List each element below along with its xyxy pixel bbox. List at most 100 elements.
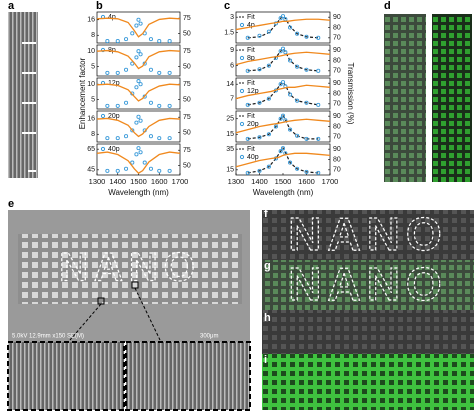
legend-label: 40p bbox=[108, 146, 120, 153]
legend-marker bbox=[239, 154, 245, 160]
transmission-line bbox=[96, 151, 181, 174]
data-point bbox=[304, 100, 309, 105]
data-point bbox=[266, 132, 271, 137]
y-tick-label: 25 bbox=[226, 116, 234, 123]
data-point bbox=[148, 134, 153, 139]
legend-label: 20p bbox=[108, 113, 120, 120]
plot-frame bbox=[96, 44, 181, 77]
y-tick-label: 8 bbox=[91, 131, 95, 138]
nano-text: NANO bbox=[288, 208, 447, 260]
data-point bbox=[304, 169, 309, 174]
data-point bbox=[257, 33, 262, 38]
data-point bbox=[138, 21, 143, 26]
data-point bbox=[287, 58, 293, 63]
y-tick-label: 15 bbox=[226, 131, 234, 138]
y2-tick-label: 90 bbox=[333, 14, 341, 21]
inset-2 bbox=[125, 341, 251, 411]
y2-tick-label: 70 bbox=[333, 68, 341, 75]
data-point bbox=[304, 136, 309, 141]
sem-image-a bbox=[8, 12, 38, 178]
x-tick-label: 1700 bbox=[322, 177, 339, 186]
data-point bbox=[105, 136, 110, 141]
data-point bbox=[105, 39, 110, 44]
x-tick-label: 1600 bbox=[298, 177, 315, 186]
data-point bbox=[124, 134, 129, 139]
data-point bbox=[295, 64, 300, 69]
image-g bbox=[262, 260, 474, 310]
y-axis-label: Enhancement factor bbox=[78, 57, 87, 129]
y-tick-label: 3 bbox=[230, 14, 234, 21]
y2-tick-label: 90 bbox=[333, 80, 341, 87]
y-tick-label: 7 bbox=[230, 96, 234, 103]
data-point bbox=[245, 35, 250, 40]
y2-tick-label: 50 bbox=[183, 163, 191, 170]
data-point bbox=[134, 120, 139, 125]
transmission-line bbox=[96, 83, 181, 102]
data-point bbox=[316, 35, 321, 40]
y-tick-label: 35 bbox=[226, 146, 234, 153]
data-point bbox=[316, 68, 321, 73]
x-tick-label: 1300 bbox=[228, 177, 245, 186]
fluorescence-image-d1 bbox=[384, 14, 426, 182]
data-point bbox=[245, 68, 250, 73]
x-tick-label: 1700 bbox=[172, 177, 189, 186]
data-point bbox=[278, 49, 283, 54]
y-tick-label: 10 bbox=[87, 48, 95, 55]
data-point bbox=[130, 61, 135, 66]
legend-marker bbox=[100, 47, 106, 53]
y2-tick-label: 70 bbox=[333, 134, 341, 141]
y2-tick-label: 90 bbox=[333, 113, 341, 120]
legend-label: 8p bbox=[108, 47, 116, 54]
data-point bbox=[134, 152, 139, 157]
data-point bbox=[134, 85, 139, 90]
panel-label: h bbox=[264, 312, 271, 324]
y2-tick-label: 75 bbox=[183, 81, 191, 88]
y2-tick-label: 80 bbox=[333, 123, 341, 130]
data-point bbox=[148, 166, 153, 171]
y-tick-label: 9 bbox=[230, 47, 234, 54]
legend-label: 4p bbox=[108, 14, 116, 21]
data-point bbox=[266, 164, 271, 169]
data-point bbox=[266, 63, 271, 68]
data-point bbox=[167, 39, 172, 44]
data-point bbox=[142, 160, 147, 165]
x-axis-label: Wavelength (nm) bbox=[253, 188, 314, 197]
x-tick-label: 1400 bbox=[109, 177, 126, 186]
data-point bbox=[304, 67, 309, 72]
data-point bbox=[278, 82, 283, 87]
panel-label: e bbox=[8, 198, 14, 210]
data-point bbox=[115, 39, 120, 44]
data-point bbox=[157, 103, 162, 108]
y-tick-label: 10 bbox=[87, 81, 95, 88]
data-point bbox=[287, 92, 293, 97]
data-point bbox=[136, 17, 141, 22]
y-tick-label: 8 bbox=[91, 32, 95, 39]
fit-line bbox=[247, 47, 319, 72]
legend-label: 12p bbox=[108, 80, 120, 87]
data-point bbox=[257, 168, 262, 173]
y2-tick-label: 50 bbox=[183, 64, 191, 71]
y2-tick-label: 75 bbox=[183, 114, 191, 121]
data-point bbox=[148, 37, 153, 42]
nano-text: NANO bbox=[59, 246, 201, 290]
nano-text: NANO bbox=[288, 258, 447, 310]
y2-tick-label: 80 bbox=[333, 90, 341, 97]
y2-tick-label: 75 bbox=[183, 15, 191, 22]
x-tick-label: 1600 bbox=[151, 177, 168, 186]
data-point bbox=[280, 146, 286, 151]
legend-marker bbox=[100, 146, 106, 152]
y2-tick-label: 90 bbox=[333, 47, 341, 54]
data-point bbox=[266, 29, 271, 34]
data-point bbox=[124, 166, 129, 171]
legend-label: 20p bbox=[247, 121, 259, 128]
fit-line bbox=[247, 81, 319, 106]
x-axis-label: Wavelength (nm) bbox=[108, 188, 169, 197]
panel-label: f bbox=[264, 208, 268, 220]
data-point bbox=[316, 102, 321, 107]
data-point bbox=[136, 146, 141, 151]
data-point bbox=[136, 49, 141, 54]
y-tick-label: 14 bbox=[226, 81, 234, 88]
data-point bbox=[138, 150, 143, 155]
x-tick-label: 1400 bbox=[251, 177, 268, 186]
y-tick-label: 5 bbox=[91, 97, 95, 104]
